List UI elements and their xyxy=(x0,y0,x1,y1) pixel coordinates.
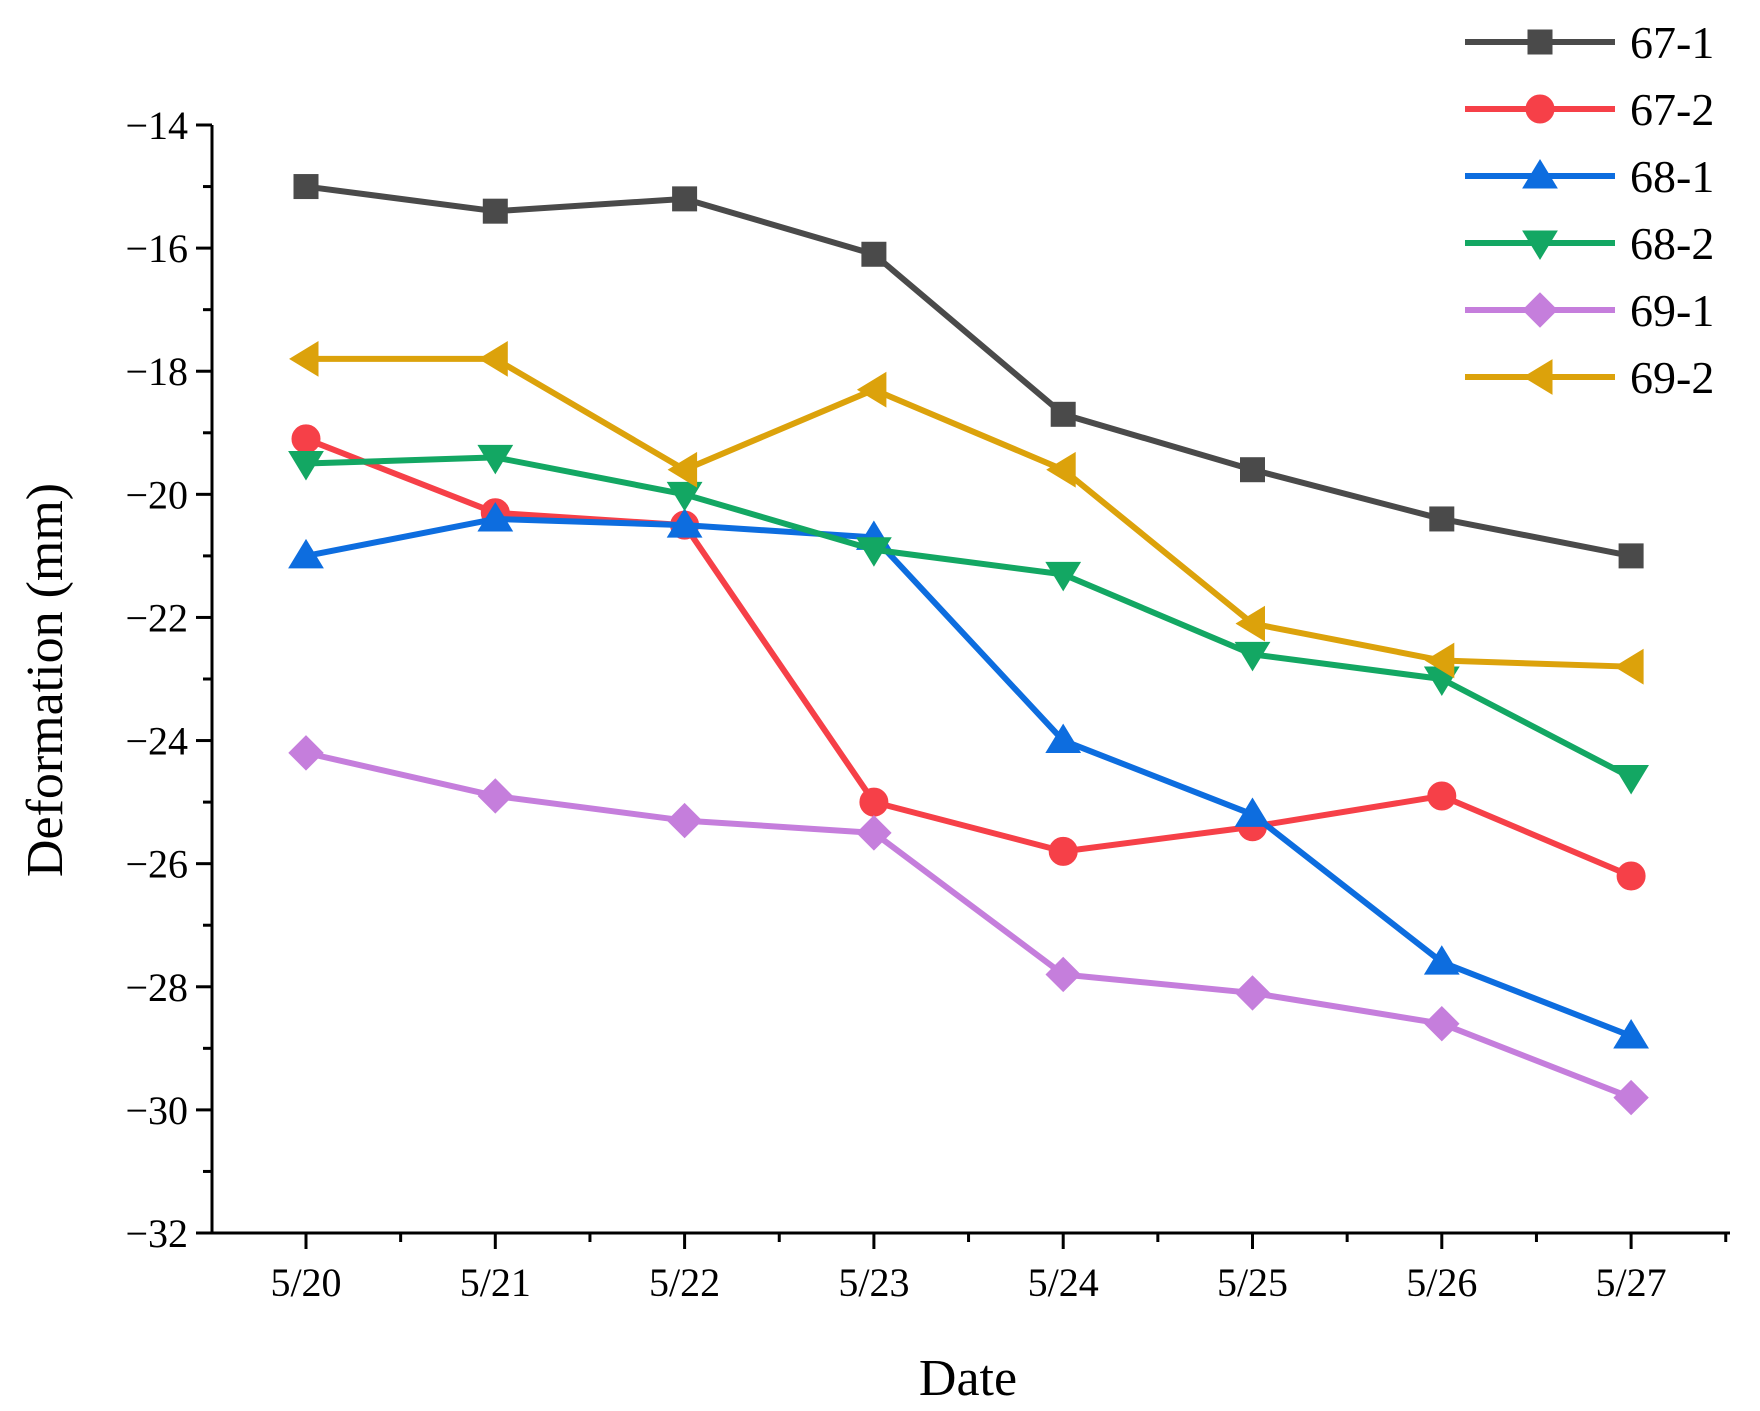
legend-marker xyxy=(1522,230,1558,260)
data-point-68-2 xyxy=(1234,641,1271,672)
series-line-68-2 xyxy=(305,454,1633,781)
series-69-2 xyxy=(289,341,1644,685)
series-line-67-1 xyxy=(305,183,1632,559)
series-line-69-1 xyxy=(305,749,1633,1101)
data-point-68-1 xyxy=(666,508,703,538)
data-point-69-2 xyxy=(289,341,319,377)
legend-item-68-1: 68-1 xyxy=(1465,151,1714,202)
x-tick-label: 5/27 xyxy=(1596,1260,1667,1305)
legend-marker xyxy=(1523,359,1553,395)
data-point-69-2 xyxy=(1614,648,1644,685)
data-point-67-2 xyxy=(1427,781,1457,811)
axes: −14 −16 −18 −20 −22 −24 −26 −28 −30 −32 5/20 5/21 5/… xyxy=(125,103,1730,1305)
legend-item-67-2: 67-2 xyxy=(1465,84,1714,135)
legend: 67-1 67-2 68-1 68-2 69-1 69-2 xyxy=(1465,17,1714,403)
data-point-67-2 xyxy=(291,424,321,454)
data-point-68-1 xyxy=(288,538,324,569)
legend-item-68-2: 68-2 xyxy=(1465,218,1714,269)
x-tick-label: 5/22 xyxy=(649,1260,720,1305)
data-point-69-2 xyxy=(1424,642,1455,679)
data-point-69-1 xyxy=(288,735,324,771)
series-68-1 xyxy=(288,501,1649,1049)
data-point-68-2 xyxy=(1613,764,1649,795)
x-tick-label: 5/25 xyxy=(1217,1260,1288,1305)
data-point-69-2 xyxy=(478,341,508,377)
data-point-67-1 xyxy=(672,186,698,212)
x-tick-label: 5/21 xyxy=(460,1260,531,1305)
legend-marker xyxy=(1527,29,1553,55)
y-axis-title: Deformation (mm) xyxy=(17,483,74,877)
x-tick-label: 5/20 xyxy=(270,1260,341,1305)
legend-label: 69-2 xyxy=(1630,352,1714,403)
x-tick-label: 5/24 xyxy=(1028,1260,1099,1305)
legend-marker xyxy=(1522,292,1558,328)
data-point-69-1 xyxy=(1424,1006,1460,1042)
data-point-69-2 xyxy=(856,371,887,408)
legend-label: 69-1 xyxy=(1630,285,1714,336)
data-point-69-2 xyxy=(1046,451,1076,488)
series-line-67-2 xyxy=(304,436,1633,879)
legend-label: 68-1 xyxy=(1630,151,1714,202)
data-point-67-1 xyxy=(1429,506,1455,532)
data-point-69-1 xyxy=(1613,1079,1649,1116)
data-point-67-1 xyxy=(1618,543,1644,569)
x-axis-title: Date xyxy=(919,1350,1017,1407)
legend-label: 67-1 xyxy=(1630,17,1714,68)
x-tick-label: 5/23 xyxy=(838,1260,909,1305)
data-point-68-1 xyxy=(1234,797,1271,827)
legend-marker xyxy=(1525,94,1555,124)
legend-label: 67-2 xyxy=(1630,84,1714,135)
series-68-2 xyxy=(288,444,1649,795)
data-point-68-2 xyxy=(1045,561,1082,592)
data-point-68-2 xyxy=(288,451,324,481)
data-point-68-1 xyxy=(1045,723,1082,754)
data-point-67-1 xyxy=(1050,401,1076,427)
legend-item-69-1: 69-1 xyxy=(1465,285,1714,336)
data-point-67-1 xyxy=(482,198,508,224)
data-point-68-1 xyxy=(477,501,514,532)
series-line-69-2 xyxy=(306,355,1632,670)
data-point-67-1 xyxy=(861,241,887,267)
data-point-68-1 xyxy=(1423,945,1460,975)
series-line-68-1 xyxy=(305,515,1633,1039)
data-point-69-1 xyxy=(856,815,892,851)
y-tick-label: −14 xyxy=(125,103,188,148)
data-point-69-1 xyxy=(1234,975,1271,1011)
data-point-68-2 xyxy=(477,444,514,475)
data-point-68-1 xyxy=(1613,1019,1649,1049)
data-point-69-1 xyxy=(477,778,514,814)
data-point-68-2 xyxy=(666,481,703,512)
data-point-69-2 xyxy=(1235,605,1265,642)
data-point-67-1 xyxy=(1240,457,1265,483)
y-tick-label: −20 xyxy=(125,472,188,517)
series-layer xyxy=(288,174,1649,1116)
y-tick-label: −28 xyxy=(125,965,188,1010)
y-tick-label: −30 xyxy=(125,1088,188,1133)
y-tick-label: −26 xyxy=(125,842,188,887)
y-tick-label: −22 xyxy=(125,595,188,640)
legend-label: 68-2 xyxy=(1630,218,1714,269)
data-point-69-2 xyxy=(667,451,698,488)
series-69-1 xyxy=(288,735,1649,1116)
data-point-69-1 xyxy=(666,802,703,839)
data-point-67-1 xyxy=(293,174,319,200)
data-point-69-1 xyxy=(1045,956,1081,993)
y-tick-label: −24 xyxy=(125,719,188,764)
data-point-68-2 xyxy=(856,537,892,567)
data-point-67-2 xyxy=(1048,836,1078,866)
legend-item-69-2: 69-2 xyxy=(1465,352,1714,403)
y-tick-label: −18 xyxy=(125,349,188,394)
legend-item-67-1: 67-1 xyxy=(1465,17,1714,68)
y-tick-label: −32 xyxy=(125,1211,188,1256)
x-tick-label: 5/26 xyxy=(1406,1260,1477,1305)
legend-marker xyxy=(1522,159,1558,189)
data-point-67-2 xyxy=(859,787,889,817)
y-tick-label: −16 xyxy=(125,226,188,271)
data-point-67-2 xyxy=(1616,861,1646,891)
series-67-1 xyxy=(293,174,1644,569)
